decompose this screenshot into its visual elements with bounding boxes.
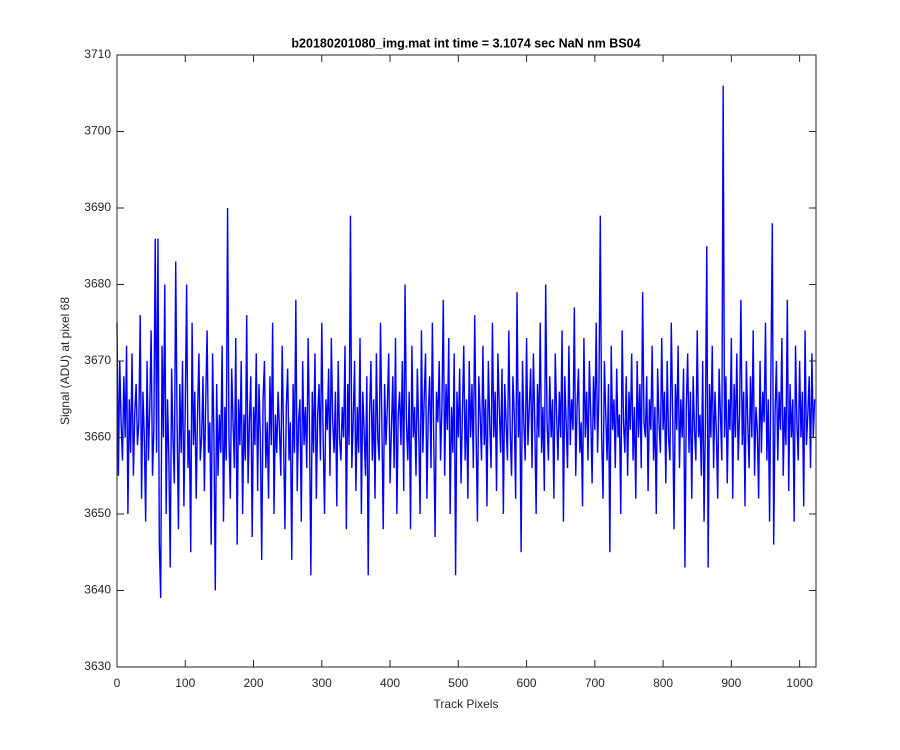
y-tick-label: 3680 <box>84 277 111 291</box>
x-tick-label: 1000 <box>786 676 813 690</box>
x-tick-label: 0 <box>114 676 121 690</box>
x-tick-label: 700 <box>585 676 605 690</box>
x-tick-label: 900 <box>721 676 741 690</box>
y-tick-label: 3670 <box>84 353 111 367</box>
data-line <box>116 85 816 599</box>
y-tick-label: 3710 <box>84 47 111 61</box>
x-tick-label: 200 <box>244 676 264 690</box>
plot-marks <box>116 85 816 599</box>
x-tick-label: 400 <box>380 676 400 690</box>
x-tick-label: 100 <box>175 676 195 690</box>
x-tick-label: 800 <box>653 676 673 690</box>
y-tick-label: 3700 <box>84 124 111 138</box>
y-axis-label: Signal (ADU) at pixel 68 <box>58 297 72 425</box>
y-tick-label: 3690 <box>84 200 111 214</box>
y-tick-label: 3640 <box>84 583 111 597</box>
x-tick-label: 500 <box>448 676 468 690</box>
y-tick-label: 3660 <box>84 430 111 444</box>
x-axis-label: Track Pixels <box>434 697 499 711</box>
chart-title: b20180201080_img.mat int time = 3.1074 s… <box>291 36 640 50</box>
x-tick-label: 600 <box>517 676 537 690</box>
x-tick-label: 300 <box>312 676 332 690</box>
axes-background <box>117 55 816 667</box>
y-tick-label: 3630 <box>84 659 111 673</box>
y-tick-label: 3650 <box>84 506 111 520</box>
